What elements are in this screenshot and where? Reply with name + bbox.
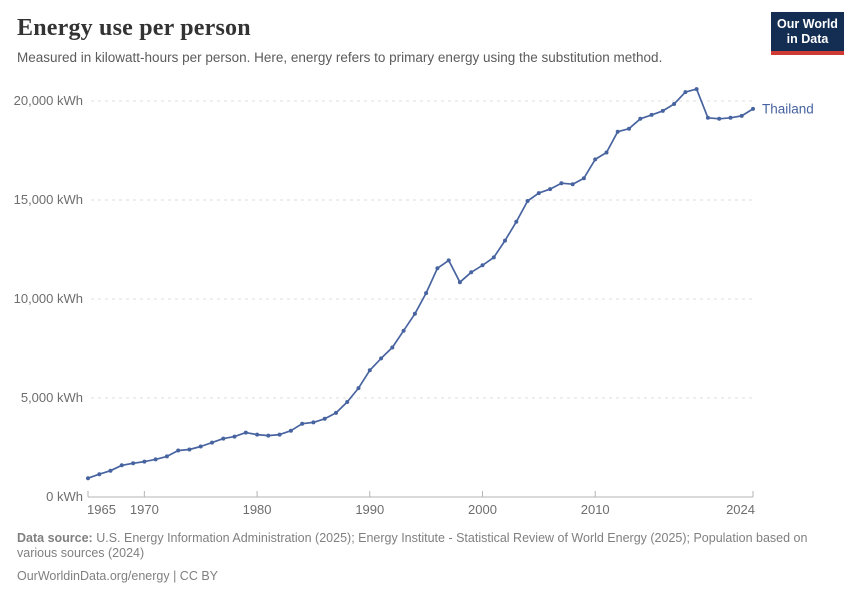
x-tick-label: 1970 bbox=[130, 502, 159, 517]
data-point bbox=[469, 270, 474, 275]
data-point bbox=[514, 219, 519, 224]
data-point bbox=[334, 410, 338, 415]
data-point bbox=[243, 430, 248, 435]
x-tick-label: 1990 bbox=[355, 502, 384, 517]
data-point bbox=[108, 468, 113, 473]
data-point bbox=[345, 400, 350, 404]
data-point bbox=[97, 472, 102, 477]
citation-line: OurWorldinData.org/energy | CC BY bbox=[17, 568, 219, 583]
data-point bbox=[604, 150, 609, 155]
data-point bbox=[525, 199, 530, 203]
y-tick-label: 5,000 kWh bbox=[21, 390, 83, 405]
data-point bbox=[491, 255, 496, 260]
data-point bbox=[739, 113, 744, 118]
data-point bbox=[176, 448, 181, 453]
data-point bbox=[694, 87, 699, 92]
data-source-label: Data source: bbox=[17, 531, 93, 545]
x-tick-label: 2024 bbox=[726, 502, 755, 517]
data-point bbox=[412, 311, 417, 316]
data-point bbox=[503, 238, 507, 243]
data-point bbox=[142, 459, 147, 464]
data-point bbox=[86, 476, 90, 481]
energy-line-chart: 0 kWh 5,000 kWh 10,000 kWh 15,000 kWh 20,000… bbox=[14, 87, 814, 517]
data-point bbox=[649, 112, 654, 117]
chart-title: Energy use per person bbox=[17, 15, 251, 41]
x-tick-label: 1965 bbox=[87, 502, 116, 517]
data-source-text: U.S. Energy Information Administration (… bbox=[17, 531, 808, 561]
x-tick-label: 2000 bbox=[468, 502, 497, 517]
data-point bbox=[288, 428, 293, 433]
data-point bbox=[255, 432, 260, 437]
data-point bbox=[367, 368, 372, 373]
data-point bbox=[593, 157, 598, 162]
data-point bbox=[424, 291, 429, 296]
data-point bbox=[536, 191, 541, 196]
data-point bbox=[435, 266, 440, 271]
data-point bbox=[266, 433, 271, 438]
data-point bbox=[672, 102, 677, 106]
data-point bbox=[277, 432, 282, 437]
data-point bbox=[581, 176, 586, 181]
y-tick-label: 20,000 kWh bbox=[14, 93, 83, 108]
data-point bbox=[300, 421, 305, 426]
data-point bbox=[728, 115, 733, 120]
data-point bbox=[131, 461, 136, 466]
data-point bbox=[210, 440, 214, 445]
chart-footer: Data source: U.S. Energy Information Adm… bbox=[17, 531, 829, 584]
data-point bbox=[221, 436, 226, 441]
data-point bbox=[660, 108, 665, 113]
data-point bbox=[401, 328, 406, 333]
data-point bbox=[705, 115, 710, 120]
owid-logo-line1: Our World bbox=[777, 17, 838, 31]
series-label: Thailand bbox=[762, 101, 814, 116]
data-point bbox=[153, 457, 158, 462]
data-point bbox=[187, 447, 192, 452]
data-point bbox=[232, 434, 237, 439]
data-point bbox=[638, 116, 643, 121]
data-point bbox=[570, 182, 575, 187]
x-tick-label: 2010 bbox=[581, 502, 610, 517]
data-point bbox=[379, 356, 384, 361]
data-point bbox=[356, 386, 361, 391]
data-point bbox=[164, 454, 169, 459]
y-tick-label: 10,000 kWh bbox=[14, 291, 83, 306]
data-point bbox=[615, 129, 620, 134]
y-tick-label: 0 kWh bbox=[46, 489, 83, 504]
data-line-thailand bbox=[87, 88, 754, 480]
chart-header: Energy use per person Measured in kilowa… bbox=[0, 0, 850, 65]
data-point bbox=[717, 116, 722, 121]
data-point bbox=[119, 463, 124, 468]
data-source-line: Data source: U.S. Energy Information Adm… bbox=[17, 531, 829, 562]
data-point bbox=[457, 280, 462, 285]
owid-logo-line2: in Data bbox=[786, 32, 829, 46]
data-point bbox=[446, 258, 451, 263]
data-point bbox=[683, 90, 688, 95]
data-point bbox=[627, 126, 631, 131]
data-point bbox=[198, 444, 203, 449]
owid-logo: Our World in Data bbox=[771, 12, 844, 55]
x-tick-label: 1980 bbox=[243, 502, 272, 517]
data-point bbox=[559, 181, 564, 186]
data-point bbox=[311, 420, 316, 425]
data-point bbox=[390, 345, 395, 350]
y-tick-label: 15,000 kWh bbox=[14, 192, 83, 207]
data-point bbox=[548, 187, 553, 192]
data-point bbox=[322, 416, 327, 421]
data-point bbox=[751, 106, 755, 111]
data-point bbox=[480, 263, 485, 268]
chart-subtitle: Measured in kilowatt-hours per person. H… bbox=[17, 50, 663, 65]
